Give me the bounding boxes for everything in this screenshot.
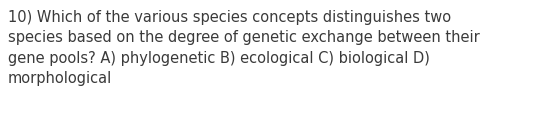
Text: 10) Which of the various species concepts distinguishes two
species based on the: 10) Which of the various species concept… bbox=[8, 10, 480, 86]
